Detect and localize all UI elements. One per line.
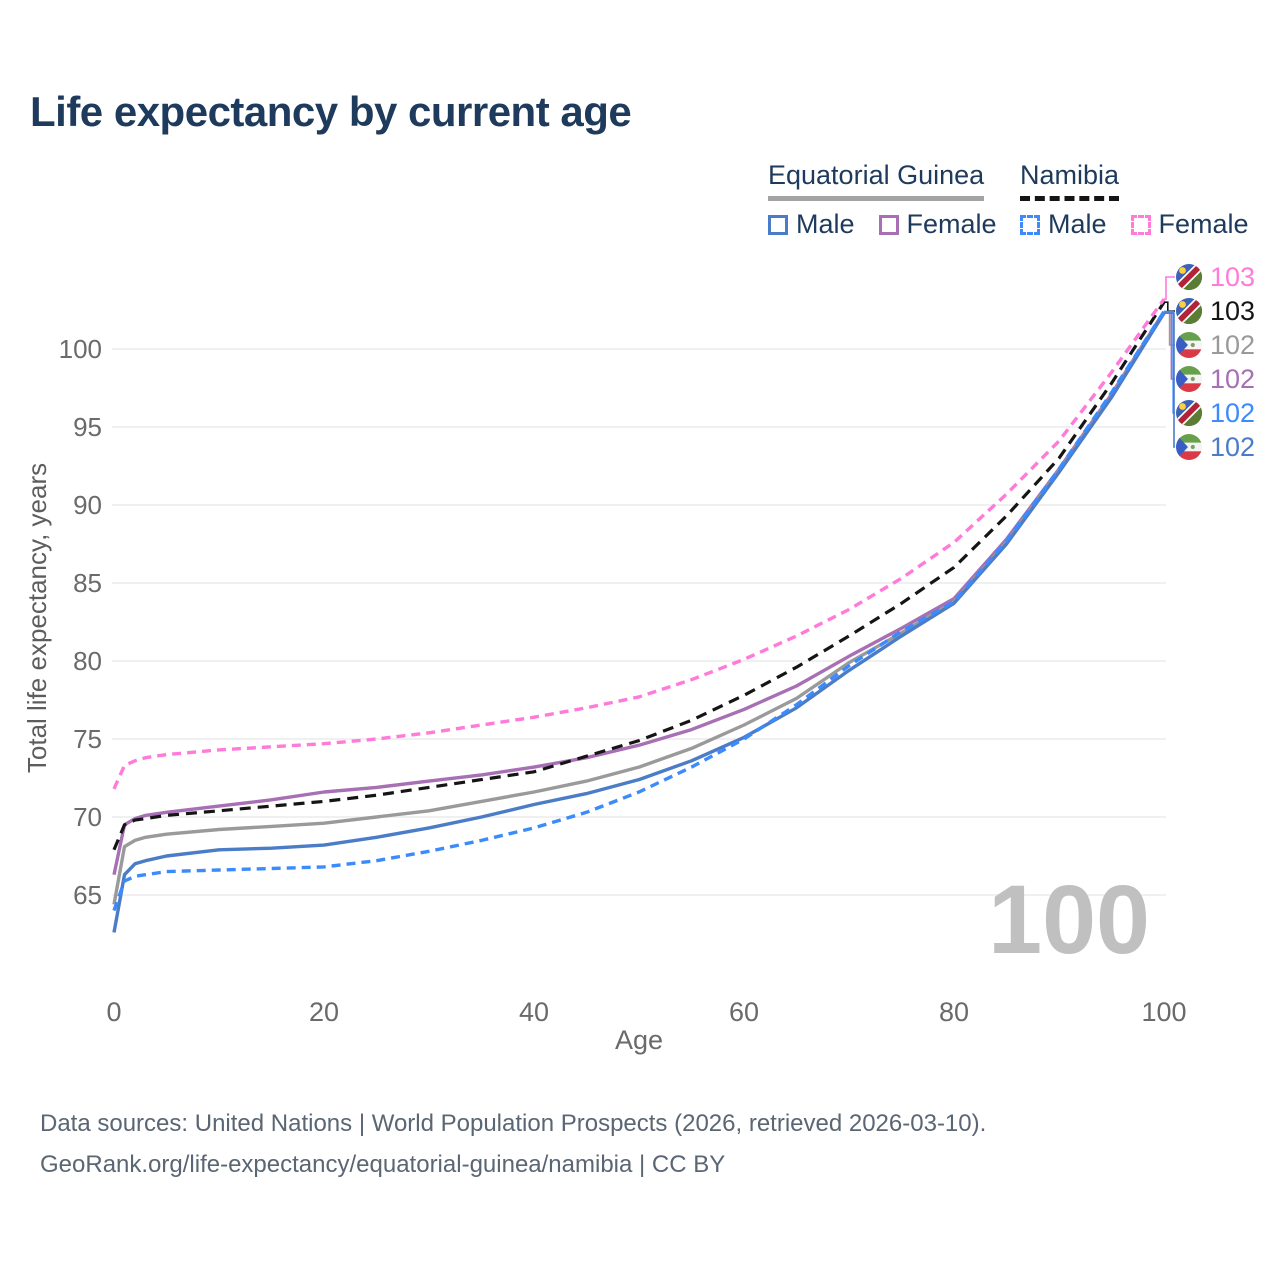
y-axis-title: Total life expectancy, years [22, 463, 52, 773]
series-line-eg-male[interactable] [112, 312, 1166, 933]
end-label-value-na-female: 103 [1210, 262, 1255, 292]
legend-item-namibia-female[interactable]: Female [1130, 209, 1249, 240]
legend-label-male: Male [796, 209, 855, 239]
legend-label-male: Male [1048, 209, 1107, 239]
legend-country-equatorial-guinea[interactable]: Equatorial Guinea [768, 160, 985, 201]
legend-item-namibia-male[interactable]: Male [1020, 209, 1107, 240]
end-label-value-na-male: 102 [1210, 398, 1255, 428]
series-line-na-male[interactable] [112, 310, 1166, 912]
y-tick-label: 85 [73, 568, 102, 598]
x-tick-label: 0 [106, 997, 121, 1027]
end-label-leader [1164, 276, 1175, 300]
y-tick-label: 70 [73, 802, 102, 832]
x-tick-label: 100 [1141, 997, 1186, 1027]
equatorial-guinea-flag-icon [1176, 332, 1202, 358]
x-axis-title: Age [615, 1025, 663, 1055]
legend-item-equatorial-guinea-female[interactable]: Female [878, 209, 997, 240]
legend-item-equatorial-guinea-male[interactable]: Male [768, 209, 855, 240]
end-label-leader [1164, 312, 1175, 448]
y-tick-label: 75 [73, 724, 102, 754]
legend-label-female: Female [1158, 209, 1249, 239]
legend-country-namibia[interactable]: Namibia [1020, 160, 1120, 201]
equatorial-guinea-flag-icon [1176, 366, 1202, 392]
series-line-na-female[interactable] [112, 298, 1166, 790]
data-sources-line: Data sources: United Nations | World Pop… [40, 1110, 987, 1137]
y-tick-label: 95 [73, 412, 102, 442]
y-tick-label: 80 [73, 646, 102, 676]
legend-label-female: Female [906, 209, 997, 239]
series-line-na-all[interactable] [112, 301, 1166, 851]
attribution-line: GeoRank.org/life-expectancy/equatorial-g… [40, 1151, 726, 1178]
end-label-value-eg-all: 102 [1210, 330, 1255, 360]
x-tick-label: 40 [519, 997, 549, 1027]
y-tick-label: 90 [73, 490, 102, 520]
x-tick-label: 80 [939, 997, 969, 1027]
end-label-value-eg-male: 102 [1210, 432, 1255, 462]
end-label-value-eg-female: 102 [1210, 364, 1255, 394]
current-age-watermark: 100 [988, 865, 1150, 974]
x-tick-label: 20 [309, 997, 339, 1027]
end-label-leader [1164, 301, 1175, 312]
y-tick-label: 100 [59, 334, 102, 364]
equatorial-guinea-male-swatch [768, 214, 788, 235]
legend: Equatorial Guinea Male Female Namibia Ma… [0, 160, 1280, 250]
namibia-flag-icon [1176, 264, 1202, 290]
legend-group-namibia: Namibia Male Female [1020, 160, 1249, 240]
end-label-value-na-all: 103 [1210, 296, 1255, 326]
series-line-eg-all[interactable] [112, 312, 1166, 905]
x-tick-label: 60 [729, 997, 759, 1027]
namibia-male-swatch [1020, 214, 1040, 235]
legend-group-equatorial-guinea: Equatorial Guinea Male Female [768, 160, 997, 240]
namibia-flag-icon [1176, 400, 1202, 426]
equatorial-guinea-female-swatch [878, 214, 899, 235]
equatorial-guinea-flag-icon [1176, 434, 1202, 460]
namibia-flag-icon [1176, 298, 1202, 324]
y-tick-label: 65 [73, 880, 102, 910]
chart-title: Life expectancy by current age [30, 88, 632, 135]
namibia-female-swatch [1130, 214, 1151, 235]
chart-footer: Data sources: United Nations | World Pop… [40, 1103, 1240, 1185]
